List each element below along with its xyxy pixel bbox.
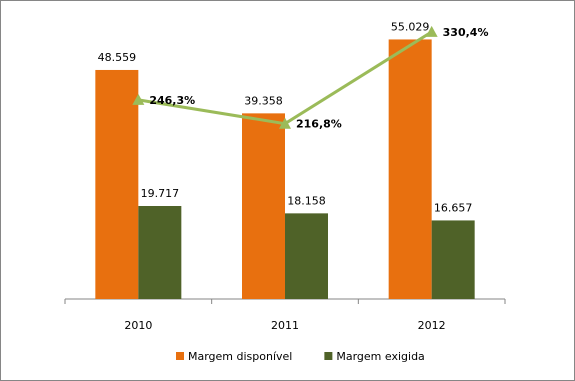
legend-label: Margem disponível: [188, 350, 292, 363]
bar-value-label: 16.657: [434, 201, 473, 214]
x-tick-label: 2011: [271, 319, 299, 332]
legend-swatch: [324, 352, 333, 360]
x-tick-label: 2010: [124, 319, 152, 332]
bar-value-label: 48.559: [98, 51, 137, 64]
bar: [388, 39, 432, 300]
x-tick-label: 2012: [418, 319, 446, 332]
bar: [242, 113, 285, 299]
legend-label: Margem exigida: [336, 350, 424, 363]
line-marker: [132, 93, 145, 105]
bar: [95, 69, 139, 300]
bar: [431, 220, 475, 299]
bar-value-label: 19.717: [141, 187, 180, 200]
bar: [138, 206, 182, 299]
line-marker: [279, 117, 291, 129]
bar-value-label: 39.358: [244, 94, 283, 107]
line-value-label: 216,8%: [296, 118, 342, 131]
line-value-label: 330,4%: [443, 26, 489, 39]
bar: [285, 213, 328, 299]
line-value-label: 246,3%: [149, 94, 195, 107]
bar-value-label: 18.158: [287, 194, 326, 207]
line-marker: [425, 25, 438, 37]
bar-value-label: 55.029: [391, 20, 430, 33]
legend-swatch: [176, 352, 184, 360]
